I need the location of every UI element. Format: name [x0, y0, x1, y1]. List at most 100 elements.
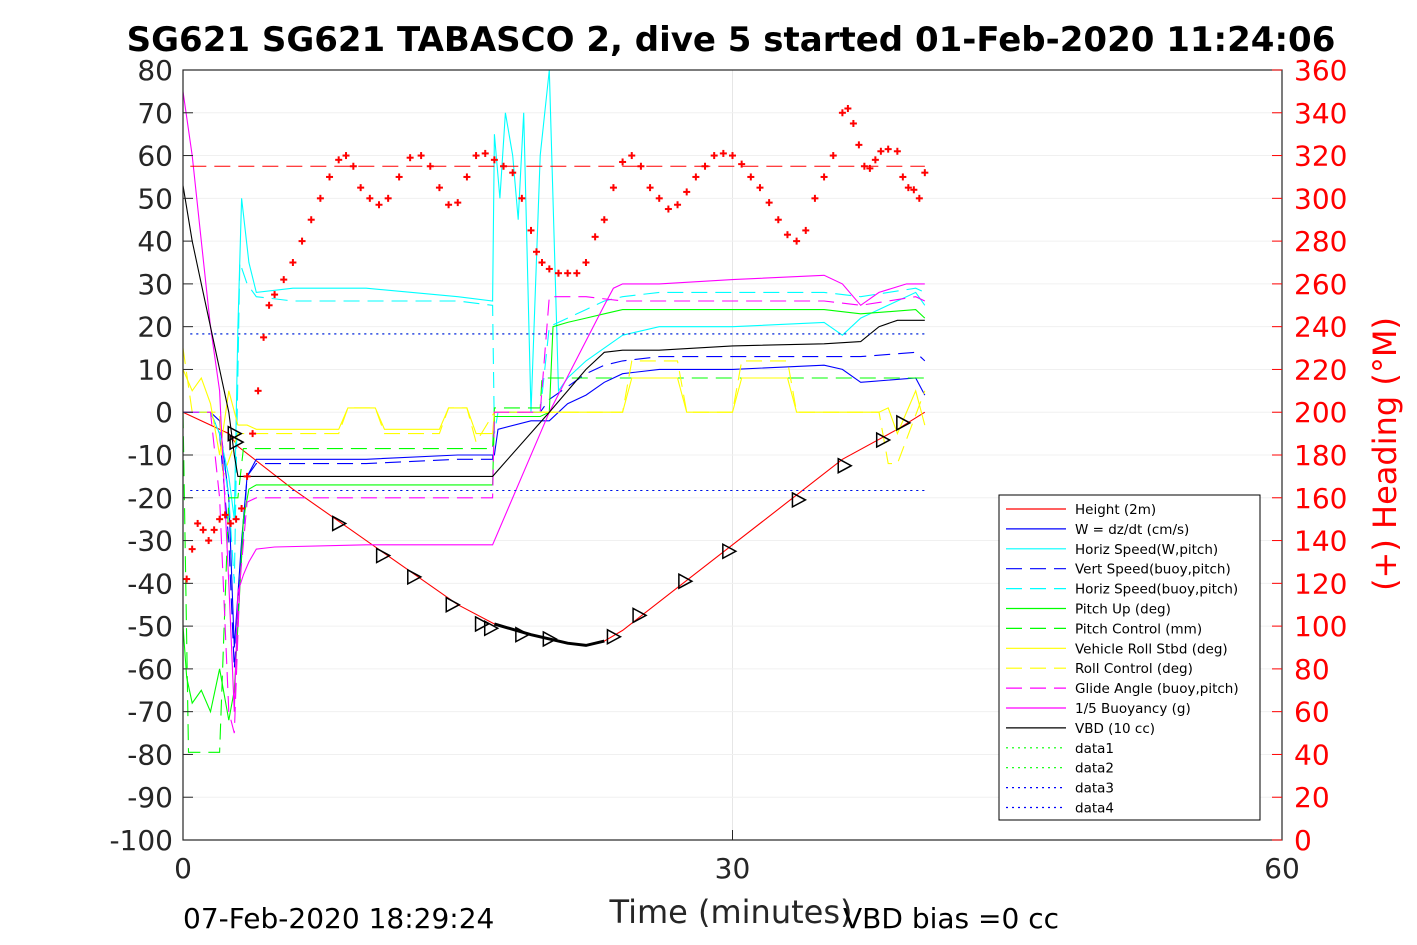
series-line-glide-angle-buoy-pitch — [183, 296, 926, 734]
heading-point — [188, 545, 196, 553]
y-tick-label: -90 — [127, 781, 173, 814]
right-y-tick-label: 300 — [1294, 182, 1347, 215]
legend-entry: Pitch Up (deg) — [1006, 602, 1171, 618]
series-line-1-5-buoyancy-g — [182, 91, 925, 712]
heading-point — [747, 173, 755, 181]
y-tick-label: -40 — [127, 567, 173, 600]
legend-entry: VBD (10 cc) — [1006, 721, 1155, 737]
heading-point — [375, 201, 383, 209]
heading-point — [609, 184, 617, 192]
right-y-axis-label: (+) Heading (°M) — [1366, 317, 1404, 591]
heading-point — [545, 265, 553, 273]
y-tick-label: -80 — [127, 738, 173, 771]
heading-point — [316, 194, 324, 202]
heading-point — [435, 184, 443, 192]
triangle-marker — [331, 515, 348, 532]
right-y-tick-labels: 3603403203002802602402202001801601401201… — [1272, 54, 1347, 857]
heading-point — [395, 173, 403, 181]
legend-entry: data2 — [1006, 761, 1114, 777]
right-y-tick-label: 100 — [1294, 610, 1347, 643]
y-tick-label: 60 — [137, 140, 173, 173]
series-line-vbd-10-cc — [182, 185, 925, 477]
triangle-marker — [896, 414, 912, 432]
triangle-marker — [837, 457, 853, 474]
x-tick-label: 0 — [174, 852, 192, 885]
heading-point — [866, 164, 874, 172]
legend-label: W = dz/dt (cm/s) — [1075, 522, 1189, 538]
heading-point — [342, 152, 350, 160]
triangle-marker — [722, 542, 738, 560]
legend-label: data4 — [1075, 801, 1114, 817]
heading-point — [701, 162, 709, 170]
heading-point — [573, 269, 581, 277]
footer-timestamp: 07-Feb-2020 18:29:24 — [183, 902, 494, 935]
heading-point — [366, 194, 374, 202]
legend-label: Pitch Up (deg) — [1075, 602, 1171, 618]
heading-point — [445, 201, 453, 209]
heading-point — [307, 216, 315, 224]
right-y-tick-label: 60 — [1294, 696, 1330, 729]
y-tick-label: -60 — [127, 653, 173, 686]
triangle-marker — [875, 431, 892, 449]
y-tick-labels: 80 70 60 50 40 30 20 10 0 -10 -20 -30 -40 -50 -60 -70 -8… — [109, 54, 193, 857]
right-y-tick-label: 240 — [1294, 311, 1347, 344]
heading-point — [783, 231, 791, 239]
legend-label: 1/5 Buoyancy (g) — [1075, 701, 1191, 717]
heading-point — [811, 194, 819, 202]
heading-point — [860, 162, 868, 170]
legend-label: Vehicle Roll Stbd (deg) — [1075, 641, 1228, 657]
heading-point — [855, 141, 863, 149]
heading-point — [280, 276, 288, 284]
legend-entry: Vehicle Roll Stbd (deg) — [1006, 641, 1228, 657]
series-line-pitch-up-deg — [182, 309, 926, 721]
heading-point — [600, 216, 608, 224]
heading-point — [194, 519, 202, 527]
heading-point — [591, 233, 599, 241]
heading-point — [472, 152, 480, 160]
legend-entry: Vert Speed(buoy,pitch) — [1006, 562, 1231, 578]
y-tick-label: 20 — [137, 311, 173, 344]
heading-point — [802, 226, 810, 234]
y-tick-label: 80 — [137, 54, 173, 87]
triangle-marker — [515, 626, 531, 643]
y-tick-label: 40 — [137, 225, 173, 258]
heading-point — [683, 188, 691, 196]
right-y-tick-label: 80 — [1294, 653, 1330, 686]
legend-label: data2 — [1075, 761, 1114, 777]
heading-point — [564, 269, 572, 277]
right-y-tick-label: 260 — [1294, 268, 1347, 301]
y-tick-label: 70 — [137, 97, 173, 130]
legend-entry: Horiz Speed(W,pitch) — [1006, 542, 1218, 558]
heading-point — [243, 472, 251, 480]
heading-point — [210, 526, 218, 534]
triangle-marker — [632, 607, 648, 624]
heading-point — [518, 194, 526, 202]
x-tick-labels: 0 30 60 — [174, 830, 1300, 885]
heading-point — [915, 194, 923, 202]
legend: Height (2m) W = dz/dt (cm/s) Horiz Speed(W… — [998, 494, 1261, 821]
y-tick-label: -10 — [127, 439, 173, 472]
y-tick-label: -100 — [109, 824, 173, 857]
heading-point — [655, 194, 663, 202]
right-y-tick-label: 20 — [1294, 781, 1330, 814]
heading-point — [216, 515, 224, 523]
triangle-marker — [791, 491, 808, 509]
series-layer — [182, 69, 926, 753]
right-y-tick-label: 120 — [1294, 567, 1347, 600]
y-tick-label: 50 — [137, 182, 173, 215]
series-line-horiz-speed-buoy-pitch — [183, 262, 926, 584]
right-y-tick-label: 320 — [1294, 140, 1347, 173]
legend-entry: data4 — [1006, 801, 1114, 817]
heading-point — [326, 173, 334, 181]
legend-entry: data3 — [1006, 781, 1114, 797]
legend-entry: W = dz/dt (cm/s) — [1006, 522, 1189, 538]
heading-point — [384, 194, 392, 202]
heading-point — [227, 519, 235, 527]
footer-vbd-bias: VBD bias =0 cc — [843, 902, 1059, 935]
x-axis-label: Time (minutes) — [609, 893, 853, 931]
y-tick-label: -70 — [127, 696, 173, 729]
legend-label: Pitch Control (mm) — [1075, 621, 1202, 637]
heading-point — [500, 162, 508, 170]
legend-label: VBD (10 cc) — [1075, 721, 1155, 737]
heading-point — [260, 333, 268, 341]
